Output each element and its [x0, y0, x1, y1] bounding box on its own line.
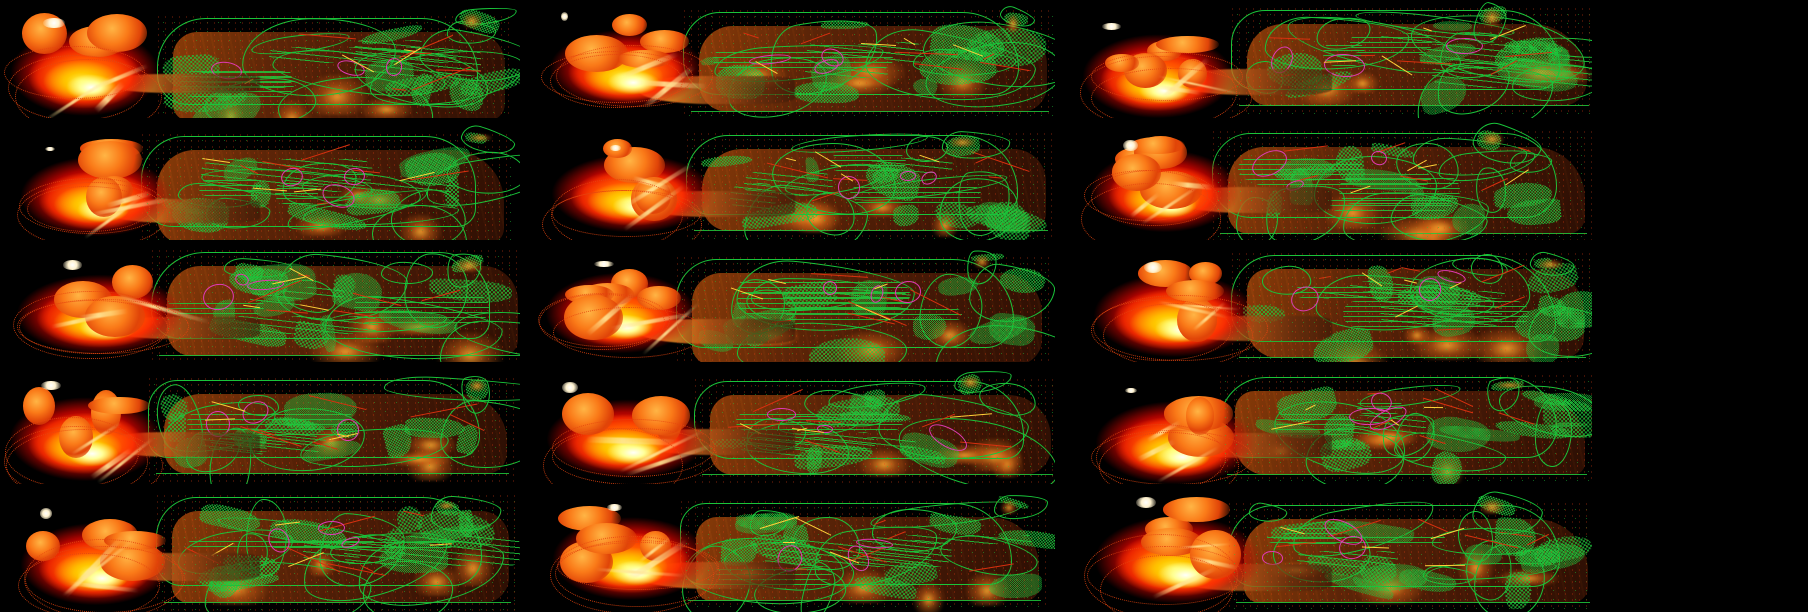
panel-row3-col3 — [1072, 244, 1592, 362]
panel-row2-col1 — [0, 122, 520, 240]
render-speckle-noise — [674, 255, 1050, 362]
spark-puff — [1124, 388, 1137, 393]
panel-row1-col1 — [0, 0, 520, 118]
detached-ember — [1094, 535, 1109, 543]
detached-ember — [549, 69, 558, 78]
detached-ember — [1097, 413, 1112, 423]
render-speckle-noise — [684, 131, 1054, 240]
panel-row3-col2 — [535, 244, 1055, 362]
render-speckle-noise — [139, 131, 513, 240]
detached-ember — [551, 170, 565, 177]
flame-lobe — [611, 13, 648, 37]
panel-row2-col3 — [1072, 122, 1592, 240]
spark-puff — [39, 508, 53, 520]
flame-lobe — [86, 14, 148, 52]
spark-puff — [1136, 496, 1156, 508]
render-speckle-noise — [678, 499, 1048, 610]
flame-lobe — [1163, 497, 1231, 522]
detached-ember — [1095, 293, 1112, 299]
panel-row1-col3 — [1072, 0, 1592, 118]
spark-puff — [42, 18, 65, 28]
render-speckle-noise — [155, 14, 514, 118]
flame-plume — [542, 385, 717, 484]
spark-puff — [594, 260, 615, 267]
flame-lobe — [78, 140, 142, 179]
detached-ember — [12, 310, 27, 321]
panel-row4-col3 — [1072, 366, 1592, 484]
flame-rim-contour — [26, 185, 150, 232]
flame-rim-contour — [541, 50, 693, 103]
detached-ember — [1082, 76, 1096, 88]
detached-ember — [553, 548, 563, 559]
detached-ember — [1086, 166, 1103, 171]
panel-row1-col2 — [535, 0, 1055, 118]
flame-rim-contour — [4, 426, 148, 484]
detached-ember — [543, 435, 559, 447]
spark-puff — [44, 147, 56, 152]
flame-rim-contour — [3, 45, 146, 100]
render-speckle-noise — [1216, 372, 1592, 483]
render-speckle-noise — [149, 247, 520, 362]
spark-puff — [1143, 261, 1163, 274]
flame-lobe — [1129, 136, 1185, 155]
panel-row5-col3 — [1072, 488, 1592, 612]
panel-row3-col1 — [0, 244, 520, 362]
flame-plume — [17, 508, 186, 612]
panel-row5-col1 — [0, 488, 520, 612]
flame-plume — [1079, 20, 1253, 118]
flame-lobe — [1155, 36, 1219, 54]
render-speckle-noise — [1228, 6, 1592, 115]
detached-ember — [9, 419, 27, 429]
panel-row5-col2 — [535, 488, 1055, 612]
spark-puff — [561, 12, 569, 22]
render-speckle-noise — [1229, 250, 1592, 362]
flame-lobe — [88, 396, 151, 415]
detached-ember — [542, 310, 550, 319]
spark-puff — [1101, 23, 1122, 31]
render-speckle-noise — [154, 493, 518, 612]
flame-rim-contour — [550, 178, 683, 240]
flame-rim-contour — [1091, 298, 1231, 361]
flame-rim-contour — [1095, 424, 1226, 484]
spark-puff — [561, 381, 578, 394]
spark-puff — [1122, 139, 1138, 152]
panel-row4-col2 — [535, 366, 1055, 484]
render-speckle-noise — [680, 7, 1055, 118]
flame-plume — [3, 13, 168, 118]
flame-plume — [1091, 258, 1268, 362]
spark-puff — [41, 380, 62, 391]
panel-row4-col1 — [0, 366, 520, 484]
flame-rim-contour — [12, 290, 170, 360]
flame-plume — [4, 383, 170, 484]
detached-ember — [11, 61, 24, 69]
spark-puff — [62, 260, 82, 270]
flame-lobe — [1189, 262, 1222, 285]
detached-ember — [22, 556, 35, 567]
render-speckle-noise — [145, 376, 516, 482]
render-speckle-noise — [1226, 500, 1592, 612]
panel-row2-col2 — [535, 122, 1055, 240]
spark-puff — [609, 145, 621, 151]
flame-rim-contour — [539, 293, 665, 351]
render-speckle-noise — [691, 377, 1055, 484]
flame-rim-contour — [1084, 533, 1239, 612]
detached-ember — [14, 174, 28, 181]
render-speckle-noise — [1210, 129, 1592, 240]
spark-puff — [606, 504, 622, 512]
